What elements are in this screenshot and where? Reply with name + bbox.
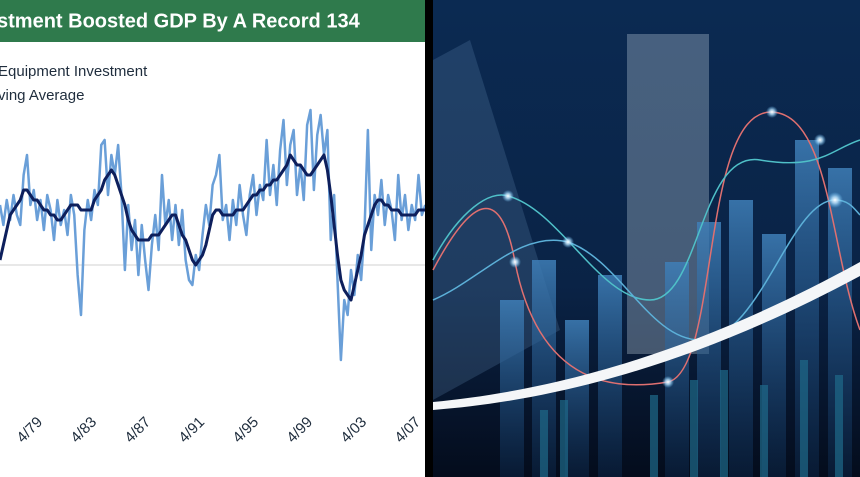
series-line: [0, 108, 425, 362]
stock-image: [432, 0, 860, 477]
chart-title: stment Boosted GDP By A Record 134: [0, 10, 361, 32]
series-line: [0, 153, 425, 302]
image-glows: [502, 106, 843, 388]
chart-panel: stment Boosted GDP By A Record 134 Equip…: [0, 0, 425, 477]
legend-label: ving Average: [0, 87, 84, 104]
legend-label: Equipment Investment: [0, 63, 148, 80]
image-bars: [500, 140, 852, 477]
image-curve: [432, 111, 860, 386]
image-curve: [432, 139, 860, 301]
image-shape: [433, 40, 560, 400]
plot-area: 4/79 4/83 4/87 4/91 4/95 4/99 4/03 4/07: [0, 108, 425, 446]
panel-background: [0, 0, 425, 477]
image-small-bars: [540, 360, 843, 477]
title-bar: [0, 0, 425, 42]
